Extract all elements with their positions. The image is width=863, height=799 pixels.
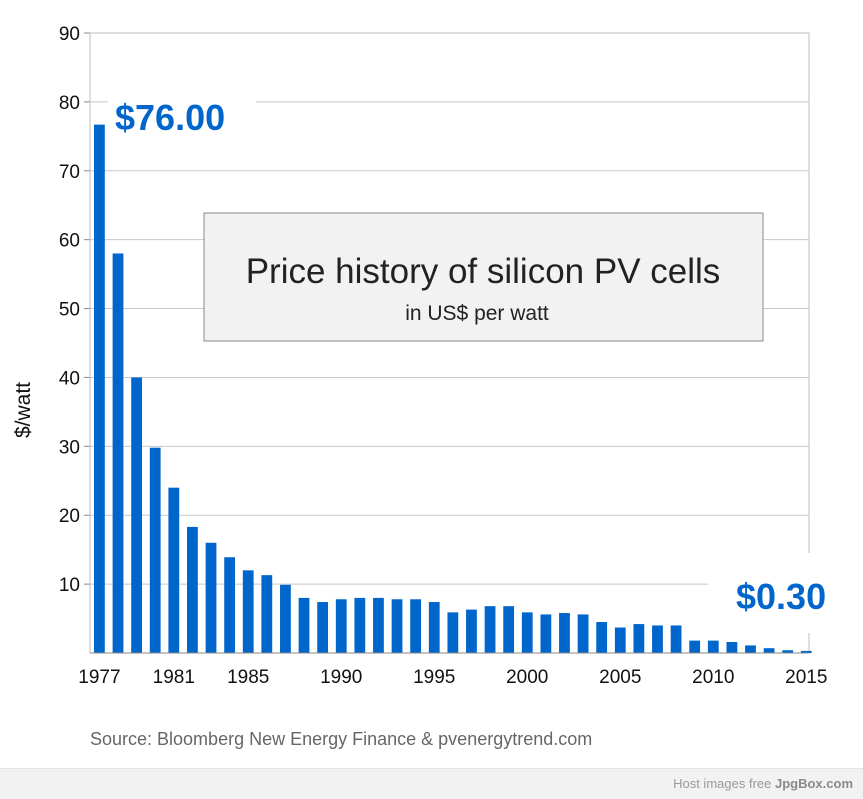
end-price-label: $0.30 [736, 576, 826, 617]
x-tick-label: 1990 [320, 667, 362, 688]
x-tick-label: 2015 [785, 667, 827, 688]
x-tick-labels: 1977 1981 1985 1990 1995 2000 2005 2010 2015 [78, 667, 827, 688]
bar-1994 [410, 599, 422, 653]
bar-2001 [540, 614, 552, 653]
y-tick-label: 90 [59, 24, 80, 45]
bar-2000 [521, 612, 533, 653]
x-tick-label: 2000 [506, 667, 548, 688]
x-tick-label: 1995 [413, 667, 455, 688]
bar-1981 [168, 487, 180, 653]
bar-1999 [503, 606, 515, 653]
y-tick-label: 80 [59, 93, 80, 114]
bar-1997 [466, 609, 477, 653]
bar-2007 [652, 625, 663, 653]
bar-1989 [317, 602, 329, 653]
start-label-bg [108, 96, 256, 140]
bar-1983 [205, 542, 217, 653]
bar-1984 [224, 557, 236, 653]
bar-2011 [726, 641, 738, 653]
footer-brand[interactable]: JpgBox.com [774, 776, 853, 791]
x-tick-label: 2010 [692, 667, 734, 688]
bar-1990 [335, 599, 347, 653]
bar-2003 [577, 614, 589, 653]
bar-2005 [614, 627, 626, 653]
chart-subtitle: in US$ per watt [405, 302, 549, 325]
bar-1996 [447, 612, 459, 653]
bar-2014 [782, 650, 794, 653]
x-tick-label: 2005 [599, 667, 641, 688]
bar-2008 [670, 625, 682, 653]
bar-1998 [484, 606, 496, 653]
y-tick-label: 60 [59, 231, 80, 252]
x-tick-label: 1977 [78, 667, 120, 688]
y-tick-label: 50 [59, 300, 80, 321]
bar-1980 [149, 447, 161, 653]
y-tick-label: 30 [59, 437, 80, 458]
y-tick-label: 70 [59, 162, 80, 183]
bars [94, 124, 812, 654]
chart-title: Price history of silicon PV cells [246, 252, 721, 291]
bar-1986 [261, 575, 273, 653]
bar-1995 [428, 602, 440, 653]
bar-2002 [559, 613, 570, 653]
y-axis-label: $/watt [12, 382, 35, 438]
bar-2009 [689, 640, 701, 653]
price-history-chart: 10 20 30 40 50 60 70 80 90 1977 1981 1985 1990 1995 2… [12, 24, 863, 749]
bar-1988 [298, 597, 310, 653]
y-tick-label: 10 [59, 575, 80, 596]
bar-1982 [187, 526, 198, 653]
bar-1978 [112, 253, 124, 653]
bar-2012 [745, 645, 756, 653]
bar-1992 [373, 597, 384, 653]
end-label-bg [708, 553, 863, 633]
x-tick-label: 1985 [227, 667, 269, 688]
x-tick-label: 1981 [153, 667, 195, 688]
bar-1979 [131, 377, 142, 653]
footer-credit[interactable]: Host images free JpgBox.com [673, 776, 853, 791]
y-tick-label: 40 [59, 368, 80, 389]
footer-text: Host images free [673, 776, 772, 791]
bar-2013 [763, 648, 775, 653]
bar-1985 [242, 570, 254, 653]
bar-2004 [596, 622, 608, 653]
bar-1987 [280, 584, 291, 653]
bar-1993 [391, 599, 403, 653]
bar-1977 [94, 124, 105, 654]
y-tick-labels: 10 20 30 40 50 60 70 80 90 [59, 24, 80, 596]
title-box [203, 212, 764, 342]
bar-2015 [800, 650, 812, 653]
start-price-label: $76.00 [115, 97, 225, 138]
source-note: Source: Bloomberg New Energy Finance & p… [90, 729, 592, 749]
y-tick-label: 20 [59, 506, 80, 527]
bar-2010 [707, 640, 719, 653]
footer-bar: Host images free JpgBox.com [0, 768, 863, 799]
bar-2006 [633, 624, 645, 653]
bar-1991 [354, 597, 366, 653]
